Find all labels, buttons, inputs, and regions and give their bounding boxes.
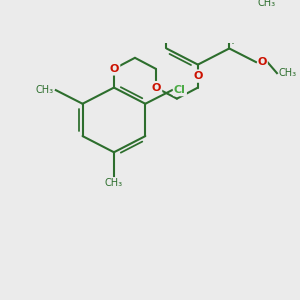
- Text: CH₃: CH₃: [105, 178, 123, 188]
- Text: CH₃: CH₃: [36, 85, 54, 95]
- Text: Cl: Cl: [174, 85, 186, 95]
- Text: O: O: [193, 71, 203, 81]
- Text: CH₃: CH₃: [258, 0, 276, 8]
- Text: CH₃: CH₃: [279, 68, 297, 78]
- Text: O: O: [151, 82, 160, 93]
- Text: O: O: [258, 57, 267, 67]
- Text: O: O: [109, 64, 119, 74]
